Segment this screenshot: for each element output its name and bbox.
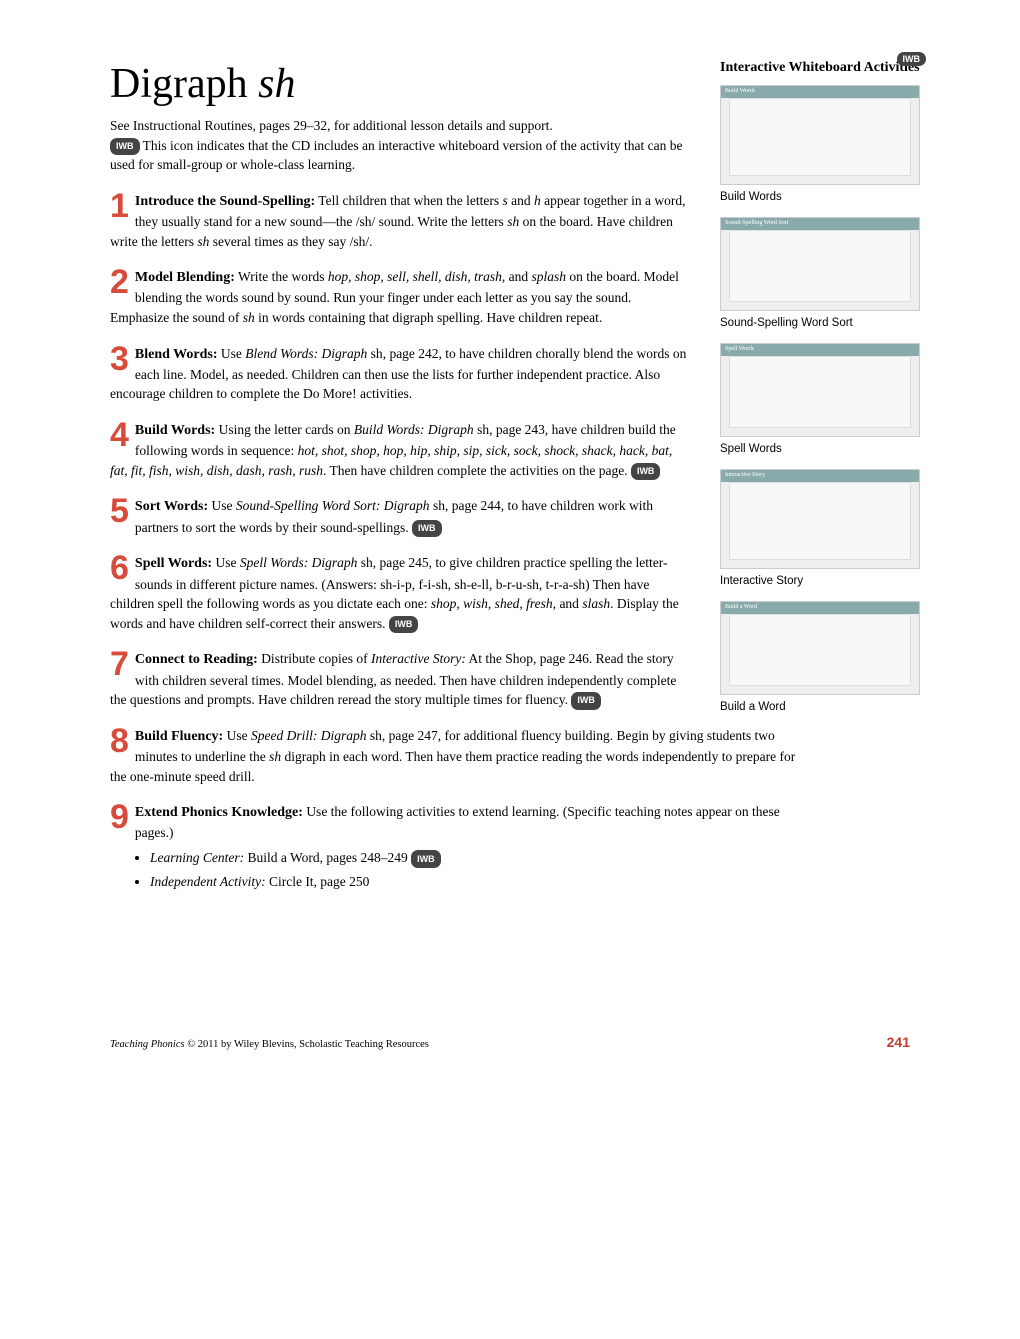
step-title: Blend Words: <box>135 347 218 362</box>
thumbnail-build-a-word: Build a Word <box>720 601 920 695</box>
step-8: 8 Build Fluency: Use Speed Drill: Digrap… <box>110 726 810 786</box>
bullet-item: Independent Activity: Circle It, page 25… <box>150 871 810 893</box>
footer-credit: Teaching Phonics © 2011 by Wiley Blevins… <box>110 1039 429 1050</box>
intro-line1: See Instructional Routines, pages 29–32,… <box>110 118 553 133</box>
step-1: 1 Introduce the Sound-Spelling: Tell chi… <box>110 191 690 251</box>
intro-line2: This icon indicates that the CD includes… <box>110 138 682 173</box>
iwb-icon: IWB <box>412 520 442 537</box>
step-6: 6 Spell Words: Use Spell Words: Digraph … <box>110 553 690 633</box>
step-title: Extend Phonics Knowledge: <box>135 805 303 820</box>
thumbnail-caption: Spell Words <box>720 443 930 455</box>
step-number: 7 <box>110 649 129 680</box>
step-number: 8 <box>110 726 129 757</box>
step-title: Build Fluency: <box>135 729 223 744</box>
step-number: 6 <box>110 553 129 584</box>
step-5: 5 Sort Words: Use Sound-Spelling Word So… <box>110 496 690 537</box>
title-italic: sh <box>258 61 295 107</box>
step-title: Model Blending: <box>135 270 235 285</box>
bullet-list: Learning Center: Build a Word, pages 248… <box>150 847 810 892</box>
step-title: Introduce the Sound-Spelling: <box>135 194 315 209</box>
thumbnail-spell-words: Spell Words <box>720 343 920 437</box>
step-title: Connect to Reading: <box>135 652 258 667</box>
step-number: 4 <box>110 420 129 451</box>
step-9: 9 Extend Phonics Knowledge: Use the foll… <box>110 802 810 843</box>
step-7: 7 Connect to Reading: Distribute copies … <box>110 649 690 709</box>
page-title: Digraph sh <box>110 60 690 108</box>
step-number: 1 <box>110 191 129 222</box>
step-4: 4 Build Words: Using the letter cards on… <box>110 420 690 480</box>
thumbnail-word-sort: Sound-Spelling Word Sort <box>720 217 920 311</box>
title-plain: Digraph <box>110 61 258 107</box>
iwb-icon: IWB <box>631 463 661 480</box>
step-title: Spell Words: <box>135 556 212 571</box>
thumbnail-caption: Sound-Spelling Word Sort <box>720 317 930 329</box>
iwb-icon: IWB <box>897 52 927 66</box>
iwb-icon: IWB <box>571 692 601 709</box>
step-title: Build Words: <box>135 423 215 438</box>
step-number: 2 <box>110 267 129 298</box>
step-number: 5 <box>110 496 129 527</box>
intro-paragraph: See Instructional Routines, pages 29–32,… <box>110 116 690 175</box>
page-number: 241 <box>887 1034 910 1050</box>
step-3: 3 Blend Words: Use Blend Words: Digraph … <box>110 344 690 404</box>
thumbnail-interactive-story: Interactive Story <box>720 469 920 569</box>
iwb-icon: IWB <box>110 138 140 155</box>
step-title: Sort Words: <box>135 499 208 514</box>
iwb-icon: IWB <box>411 850 441 868</box>
thumbnail-caption: Build Words <box>720 191 930 203</box>
iwb-icon: IWB <box>389 616 419 633</box>
page-footer: 241 Teaching Phonics © 2011 by Wiley Ble… <box>110 1034 910 1052</box>
step-number: 3 <box>110 344 129 375</box>
step-2: 2 Model Blending: Write the words hop, s… <box>110 267 690 327</box>
thumbnail-build-words: Build Words <box>720 85 920 185</box>
sidebar: IWB Interactive Whiteboard Activities Bu… <box>720 60 930 727</box>
bullet-item: Learning Center: Build a Word, pages 248… <box>150 847 810 869</box>
thumbnail-caption: Build a Word <box>720 701 930 713</box>
thumbnail-caption: Interactive Story <box>720 575 930 587</box>
step-number: 9 <box>110 802 129 833</box>
